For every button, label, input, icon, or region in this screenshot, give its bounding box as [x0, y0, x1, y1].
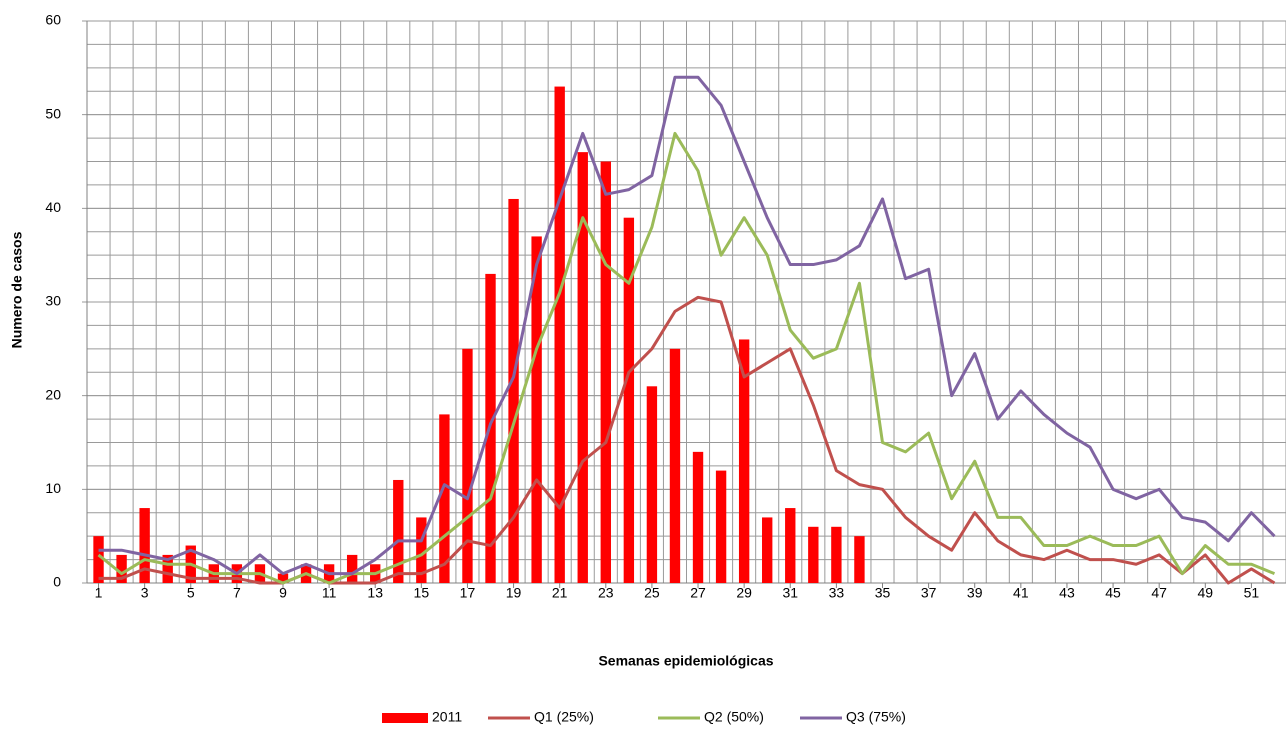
bar	[139, 508, 150, 583]
bar	[439, 414, 450, 583]
y-tick-label: 40	[45, 199, 61, 215]
bar	[646, 386, 658, 583]
bar	[93, 536, 104, 583]
x-tick-label: 39	[967, 585, 983, 601]
x-tick-label: 7	[233, 585, 241, 601]
legend-label: Q3 (75%)	[846, 709, 906, 725]
bar	[715, 470, 727, 583]
bar	[416, 517, 427, 583]
legend-item: Q3 (75%)	[800, 709, 906, 725]
x-tick-label: 5	[187, 585, 195, 601]
bar	[116, 554, 127, 583]
x-tick-label: 41	[1013, 585, 1029, 601]
legend-label: Q1 (25%)	[534, 709, 594, 725]
x-tick-label: 17	[460, 585, 476, 601]
y-tick-label: 60	[45, 12, 61, 28]
x-tick-label: 11	[322, 585, 337, 601]
bar	[393, 479, 404, 583]
legend-swatch	[382, 713, 428, 723]
bar	[531, 236, 542, 583]
bar	[785, 508, 796, 583]
x-tick-label: 43	[1059, 585, 1075, 601]
bar	[854, 536, 865, 583]
line	[97, 131, 1276, 585]
y-tick-label: 30	[45, 293, 61, 309]
bar	[554, 86, 565, 584]
x-tick-label: 25	[644, 585, 660, 601]
bar	[669, 348, 681, 583]
bar	[346, 554, 358, 583]
bar	[623, 217, 635, 583]
bar	[277, 573, 289, 583]
legend-label: Q2 (50%)	[704, 709, 764, 725]
x-tick-label: 51	[1244, 585, 1260, 601]
x-tick-label: 31	[782, 585, 798, 601]
bar	[831, 526, 842, 583]
y-axis-title: Numero de casos	[9, 231, 25, 348]
x-tick-label: 47	[1151, 585, 1167, 601]
x-tick-label: 13	[367, 585, 383, 601]
x-tick-label: 3	[141, 585, 149, 601]
bar	[692, 451, 704, 583]
legend-item: 2011	[382, 709, 462, 725]
x-tick-label: 21	[552, 585, 568, 601]
x-tick-label: 27	[690, 585, 706, 601]
y-tick-label: 50	[45, 105, 61, 121]
line	[98, 75, 1276, 576]
legend-item: Q2 (50%)	[658, 709, 764, 725]
legend-label: 2011	[432, 709, 462, 725]
bar	[762, 517, 773, 583]
x-tick-label: 35	[875, 585, 891, 601]
bar	[577, 152, 588, 583]
x-tick-label: 45	[1105, 585, 1121, 601]
x-tick-label: 19	[506, 585, 522, 601]
y-tick-label: 10	[45, 480, 61, 496]
x-tick-label: 37	[921, 585, 937, 601]
bar	[808, 526, 819, 583]
x-axis-title: Semanas epidemiológicas	[598, 653, 773, 669]
y-tick-label: 0	[53, 574, 61, 590]
x-tick-label: 1	[95, 585, 103, 601]
bar	[462, 348, 473, 583]
x-tick-label: 49	[1198, 585, 1214, 601]
x-tick-label: 33	[829, 585, 845, 601]
legend-item: Q1 (25%)	[488, 709, 594, 725]
bar	[738, 339, 750, 583]
x-tick-label: 9	[279, 585, 287, 601]
x-tick-label: 29	[736, 585, 752, 601]
bar	[162, 554, 173, 583]
x-tick-label: 15	[414, 585, 430, 601]
y-tick-label: 20	[45, 386, 61, 402]
bar	[508, 198, 519, 583]
bar	[600, 161, 611, 583]
x-tick-label: 23	[598, 585, 614, 601]
